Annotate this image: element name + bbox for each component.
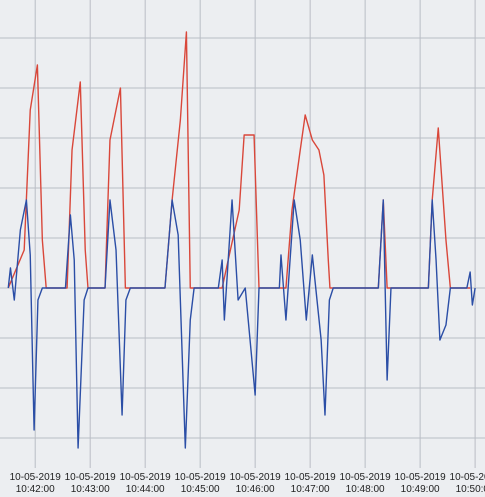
line-series bbox=[7, 199, 476, 449]
x-tick-label: 10-05-2019 10:49:00 bbox=[394, 472, 446, 495]
x-tick-label: 10-05-2019 10:47:00 bbox=[284, 472, 336, 495]
x-tick-label: 10-05-2019 10:45:00 bbox=[174, 472, 226, 495]
x-tick-label: 10-05-2019 10:42:00 bbox=[9, 472, 61, 495]
x-tick-label: 10-05-2019 10:48:00 bbox=[339, 472, 391, 495]
x-tick-label: 10-05-2019 10:43:00 bbox=[64, 472, 116, 495]
line-series bbox=[7, 31, 471, 289]
x-tick-label: 10-05-2019 10:46:00 bbox=[229, 472, 281, 495]
x-tick-label: 10-05-2019 10:50:00 bbox=[449, 472, 485, 495]
x-tick-label: 10-05-2019 10:44:00 bbox=[119, 472, 171, 495]
plot-area bbox=[0, 0, 485, 468]
